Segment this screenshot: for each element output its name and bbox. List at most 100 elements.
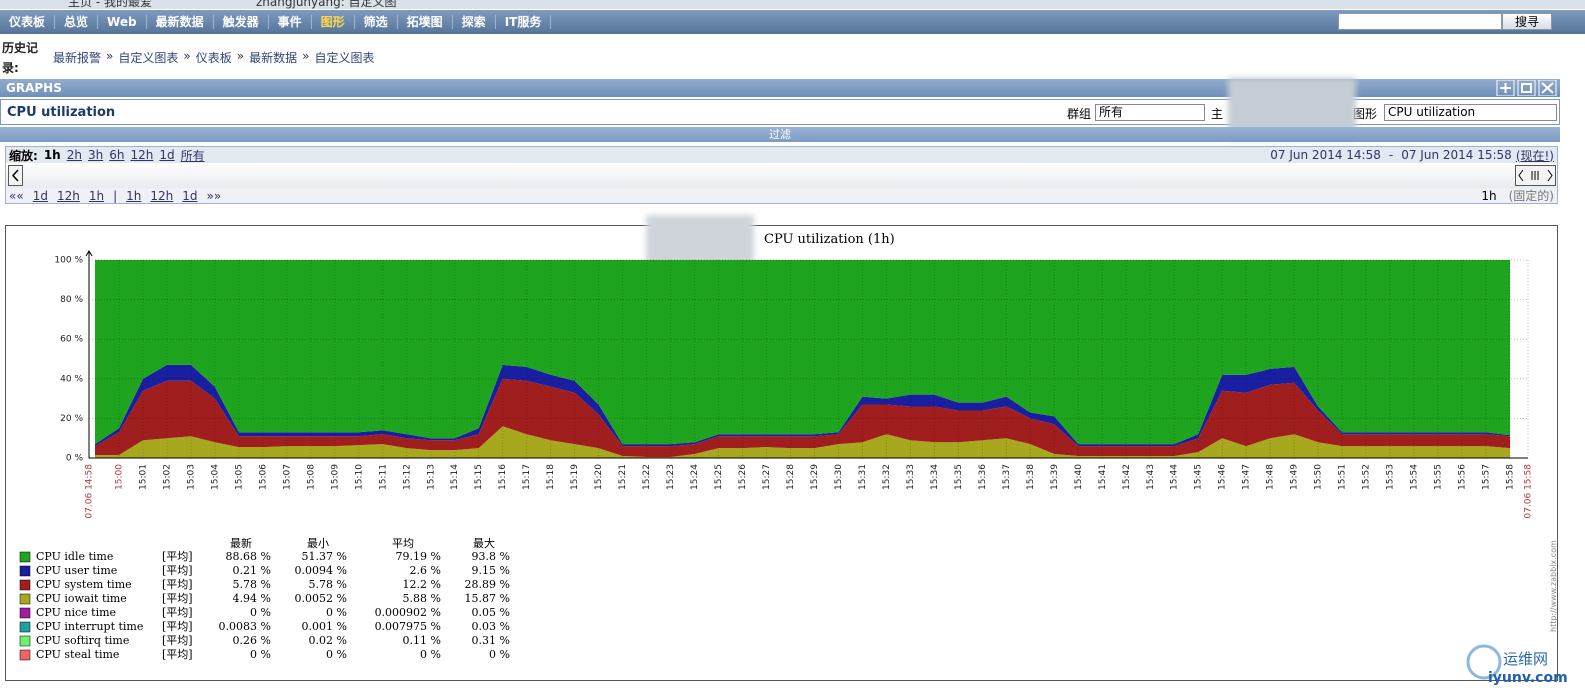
stats-cell: 9.15 % [472,564,510,577]
nav-back[interactable]: 1d [32,188,48,203]
credit: http://www.zabbix.com [1549,540,1558,632]
stats-cell: 12.2 % [403,578,441,591]
x-tick-label: 15:08 [306,464,316,490]
menu-item[interactable]: Web [98,15,147,29]
history-separator: » [302,49,310,63]
nav-back[interactable]: 1h [88,188,105,203]
icon-fullscreen[interactable] [1538,80,1557,96]
stats-cell: 0.03 % [472,620,510,633]
menu-item[interactable]: 筛选 [355,15,398,29]
x-tick-label: 15:49 [1290,464,1300,490]
zoom-option[interactable]: 6h [109,148,125,162]
stats-cell: 28.89 % [465,578,510,591]
x-tick-label: 15:07 [282,464,292,490]
scroll-handle[interactable] [1515,165,1557,187]
x-tick-label: 15:18 [546,464,556,490]
menu-item[interactable]: 最新数据 [147,15,214,29]
stats-cell: 0 % [326,606,347,619]
history-link[interactable]: 自定义图表 [118,51,179,65]
stats-cell: 0.11 % [403,634,441,647]
nav-forward[interactable]: 1h [126,188,142,203]
tab[interactable]: zhangjunyang: 自定义图 [256,0,397,9]
x-tick-label: 15:03 [186,464,196,490]
nav-forward[interactable]: 1d [182,188,198,203]
history-separator: » [236,49,245,63]
x-tick-label: 15:09 [330,464,340,490]
x-tick-label: 15:47 [1242,464,1252,490]
stats-cell: 2.6 % [410,564,441,577]
menu-item[interactable]: 仪表板 [0,15,56,29]
section-title: GRAPHS [6,81,62,95]
stats-cell: 5.88 % [403,592,441,605]
x-tick-label: 15:41 [1098,464,1108,490]
stats-cell: 88.68 % [226,550,271,563]
menu-item[interactable]: 总览 [55,15,99,29]
stats-cell: 0.000902 % [375,606,441,619]
browser-tabs: 主页 - 我的最爱 zhangjunyang: 自定义图 [0,0,1585,9]
x-tick-label: 15:58 [1506,464,1516,490]
y-tick-label: 0 % [66,454,84,464]
stats-cell: 5.78 % [309,578,347,591]
zoom-option[interactable]: 1d [159,148,175,162]
x-tick-label: 15:11 [378,464,388,490]
zoom-option[interactable]: 1h [43,148,61,162]
x-tick-label: 15:56 [1458,464,1468,490]
x-tick-label: 15:39 [1050,464,1060,490]
search-input[interactable] [1338,13,1502,30]
zoom-option[interactable]: 所有 [180,148,205,163]
x-tick-label: 15:05 [234,464,244,490]
stats-cell: 0.0052 % [295,592,347,605]
stats-cell: 51.37 % [302,550,347,563]
nav-back[interactable]: 12h [56,188,80,203]
history-link[interactable]: 仪表板 [195,51,232,65]
period-fixed[interactable]: (固定的) [1508,189,1554,203]
x-tick-label: 15:23 [666,464,676,490]
history-separator: » [106,49,114,63]
menu-item[interactable]: 事件 [269,15,312,29]
icon-refresh[interactable] [1517,80,1536,96]
graph-select[interactable]: CPU utilization [1384,104,1557,121]
history-link[interactable]: 自定义图表 [314,51,375,65]
period-now[interactable]: (现在!) [1515,148,1554,163]
x-tick-label: 15:32 [882,464,892,490]
tab[interactable]: 主页 - 我的最爱 [68,0,152,9]
group-select[interactable]: 所有 [1095,104,1205,121]
nav-forward[interactable]: »» [206,188,222,203]
nav-forward[interactable]: 12h [150,188,174,203]
x-tick-label: 15:52 [1362,464,1372,490]
history-label: 历史记录: [2,41,39,75]
y-axis [85,250,93,458]
stats-cell: 15.87 % [465,592,510,605]
history-link[interactable]: 最新报警 [53,51,102,65]
menu-item[interactable]: 触发器 [214,15,269,29]
zoom-option[interactable]: 3h [87,148,104,162]
icon-add[interactable] [1496,80,1515,96]
menu-item[interactable]: 探索 [453,15,496,29]
stats-cell: [平均] [162,592,193,605]
menu-item[interactable]: IT服务 [496,15,552,29]
filter-bar[interactable]: 过滤 [0,127,1560,142]
x-tick-label: 15:24 [690,464,700,490]
menu-item[interactable]: 拓墣图 [398,15,453,29]
period-from: 07 Jun 2014 14:58 [1270,148,1381,162]
zoom-option[interactable]: 2h [66,148,82,162]
x-tick-label: 15:19 [570,464,580,490]
stats-cell: 0.26 % [233,634,271,647]
history-link[interactable]: 最新数据 [249,51,298,65]
stats-cell: [平均] [162,634,193,647]
scrollbar[interactable] [6,163,1557,188]
x-tick-label: 15:29 [810,464,820,490]
header-icons [1496,80,1557,96]
menu-item[interactable]: 图形 [312,15,355,29]
zoom-option[interactable]: 12h [130,148,154,162]
search-button[interactable]: 搜寻 [1502,13,1552,30]
x-tick-label: 15:25 [714,464,724,490]
area [95,260,1510,445]
stats-cell: 0.05 % [472,606,510,619]
nav-back[interactable]: «« [9,188,24,203]
scroll-left[interactable] [8,165,24,187]
section-header: GRAPHS [0,79,1560,97]
x-tick-label: 15:17 [522,464,532,490]
x-tick-label: 15:12 [402,464,412,490]
